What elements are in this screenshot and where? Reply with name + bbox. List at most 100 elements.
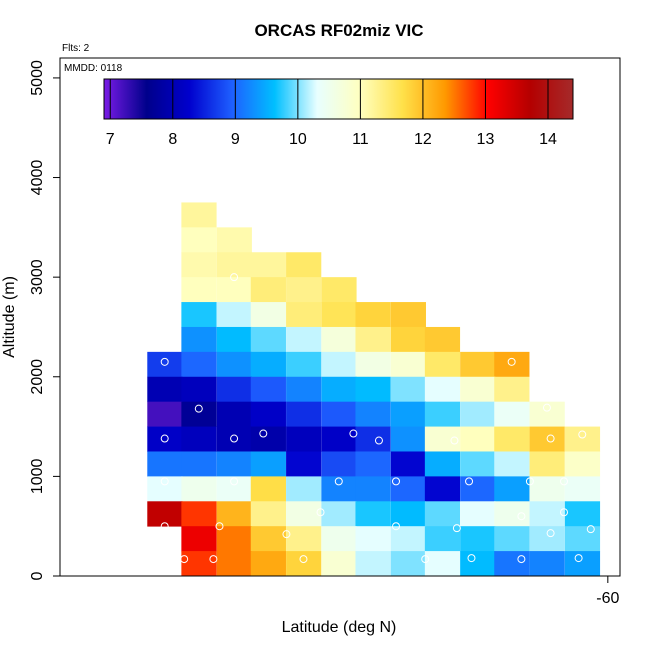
heatmap-cell [355,401,391,427]
flights-annotation: Flts: 2 [62,43,90,54]
y-axis: 0 1000 2000 3000 4000 5000 [29,60,61,580]
heatmap-cell [147,376,183,403]
heatmap-cell [564,501,601,527]
sample-points [160,273,616,564]
heatmap-cell [286,252,322,278]
heatmap-cell [147,426,183,452]
heatmap-cell [564,476,601,502]
heatmap-cell [181,451,217,477]
heatmap-cell [216,302,252,328]
heatmap-cell [147,401,183,427]
colorbar-tick-label: 11 [352,131,369,148]
heatmap-cell [181,401,217,427]
heatmap-cell [216,551,252,577]
heatmap-cell [216,351,252,378]
heatmap-cell [355,476,391,502]
heatmap-cell [286,451,322,477]
heatmap-cell [250,476,286,502]
heatmap-cell [321,551,357,577]
heatmap-cell [216,526,252,552]
heatmap-cell [216,401,252,427]
sample-point [160,522,169,531]
heatmap-cell [564,551,601,577]
y-axis-label: Altitude (m) [1,276,18,358]
sample-point [160,477,169,486]
heatmap-cell [321,501,357,527]
heatmap-cell [355,526,391,552]
colorbar-tick-label: 9 [231,131,240,148]
y-tick-label: 2000 [29,359,46,395]
heatmap-cell [181,376,217,403]
heatmap-cell [250,277,286,303]
sample-point [586,525,595,534]
heatmap-cell [286,376,322,403]
heatmap-cell [216,277,252,303]
heatmap-cell [494,451,530,477]
heatmap-cell [390,401,426,427]
heatmap-cell [494,476,530,502]
sample-point [180,555,189,564]
heatmap-cell [286,476,322,502]
sample-point [467,554,476,563]
heatmap-cell [250,252,286,278]
heatmap-cell [321,277,357,303]
sample-point [507,357,516,366]
heatmap-cell [250,501,286,527]
heatmap-cell [286,277,322,303]
y-tick-label: 5000 [29,60,46,96]
heatmap-cell [216,376,252,403]
heatmap-cell [286,326,322,353]
heatmap-cell [494,501,530,527]
heatmap-cell [250,526,286,552]
y-tick-label: 3000 [29,259,46,295]
heatmap-cell [250,426,286,452]
y-tick-label: 1000 [29,458,46,494]
heatmap-cell [286,426,322,452]
heatmap-cell [181,227,217,253]
heatmap-cell [460,426,496,452]
heatmap-cell [424,376,461,403]
heatmap-cell [390,302,426,328]
heatmap-cell [529,526,565,552]
heatmap-cell [424,551,461,577]
x-tick-label: -60 [596,590,619,607]
colorbar-tick-label: 12 [414,131,432,148]
heatmap-cell [286,526,322,552]
heatmap-cell [390,426,426,452]
heatmap-cell [181,526,217,552]
heatmap-cell [424,326,461,353]
sample-point [392,477,400,486]
heatmap-cell [321,351,357,378]
heatmap-cell [216,451,252,477]
heatmap-cell [181,252,217,278]
heatmap-cell [147,476,183,502]
heatmap-cell [250,326,286,353]
heatmap-cell [250,351,286,378]
heatmap-cell [321,376,357,403]
sample-point [349,429,358,438]
heatmap-cell [424,526,461,552]
heatmap-cell [286,401,322,427]
heatmap-cell [424,401,461,427]
heatmap-cell [355,302,391,328]
colorbar [103,78,574,120]
heatmap-cell [494,376,530,403]
heatmap-cell [529,401,565,427]
sample-point [160,357,169,366]
sample-point [452,524,461,533]
heatmap-cell [216,426,252,452]
sample-point [259,429,268,438]
heatmap-cell [424,351,461,378]
heatmap-cell [460,501,496,527]
heatmap-cell [216,501,252,527]
y-tick-label: 0 [29,571,46,580]
heatmap-cell [460,376,496,403]
heatmap-cell [460,401,496,427]
heatmap-cell [390,351,426,378]
heatmap-cell [494,401,530,427]
heatmap-cell [424,476,461,502]
heatmap-cell [390,376,426,403]
heatmap-cell [286,351,322,378]
heatmap-cell [494,526,530,552]
